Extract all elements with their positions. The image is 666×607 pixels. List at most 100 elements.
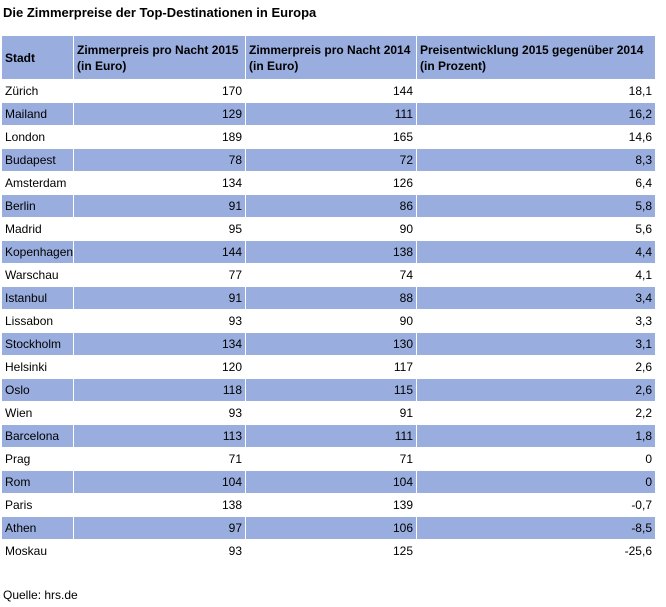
cell-price-2014: 125 bbox=[245, 539, 417, 563]
cell-city: Wien bbox=[1, 401, 74, 425]
cell-city: Amsterdam bbox=[1, 171, 74, 195]
cell-price-2014: 72 bbox=[245, 148, 417, 172]
cell-price-2015: 91 bbox=[73, 286, 246, 310]
cell-price-2015: 93 bbox=[73, 401, 246, 425]
table-row: Warschau 77 74 4,1 bbox=[1, 263, 656, 287]
cell-price-2014: 130 bbox=[245, 332, 417, 356]
cell-city: Warschau bbox=[1, 263, 74, 287]
column-header-price-2015: Zimmerpreis pro Nacht 2015 (in Euro) bbox=[73, 35, 246, 80]
table-row: Wien 93 91 2,2 bbox=[1, 401, 656, 425]
cell-price-2014: 74 bbox=[245, 263, 417, 287]
cell-price-change: 14,6 bbox=[416, 125, 656, 149]
cell-price-change: 0 bbox=[416, 470, 656, 494]
cell-price-2015: 104 bbox=[73, 470, 246, 494]
cell-price-2015: 189 bbox=[73, 125, 246, 149]
cell-price-change: 0 bbox=[416, 447, 656, 471]
table-row: Istanbul 91 88 3,4 bbox=[1, 286, 656, 310]
cell-city: Paris bbox=[1, 493, 74, 517]
table-row: Budapest 78 72 8,3 bbox=[1, 148, 656, 172]
cell-price-2015: 91 bbox=[73, 194, 246, 218]
cell-price-2014: 86 bbox=[245, 194, 417, 218]
cell-price-2015: 71 bbox=[73, 447, 246, 471]
cell-price-2014: 117 bbox=[245, 355, 417, 379]
cell-price-2014: 111 bbox=[245, 424, 417, 448]
table-row: Prag 71 71 0 bbox=[1, 447, 656, 471]
cell-price-change: -0,7 bbox=[416, 493, 656, 517]
cell-price-2014: 111 bbox=[245, 102, 417, 126]
table-row: Barcelona 113 111 1,8 bbox=[1, 424, 656, 448]
cell-price-2014: 90 bbox=[245, 217, 417, 241]
cell-price-2015: 97 bbox=[73, 516, 246, 540]
column-header-city: Stadt bbox=[1, 35, 74, 80]
cell-price-change: 3,1 bbox=[416, 332, 656, 356]
cell-price-change: 5,6 bbox=[416, 217, 656, 241]
table-row: Zürich 170 144 18,1 bbox=[1, 79, 656, 103]
table-row: Paris 138 139 -0,7 bbox=[1, 493, 656, 517]
cell-price-2015: 113 bbox=[73, 424, 246, 448]
cell-price-2015: 78 bbox=[73, 148, 246, 172]
cell-price-change: 5,8 bbox=[416, 194, 656, 218]
cell-price-2014: 71 bbox=[245, 447, 417, 471]
price-table: Stadt Zimmerpreis pro Nacht 2015 (in Eur… bbox=[1, 35, 656, 563]
cell-price-change: 2,6 bbox=[416, 355, 656, 379]
table-row: Berlin 91 86 5,8 bbox=[1, 194, 656, 218]
column-header-price-2014: Zimmerpreis pro Nacht 2014 (in Euro) bbox=[245, 35, 417, 80]
table-row: Mailand 129 111 16,2 bbox=[1, 102, 656, 126]
cell-price-2014: 138 bbox=[245, 240, 417, 264]
cell-price-2014: 115 bbox=[245, 378, 417, 402]
table-row: Helsinki 120 117 2,6 bbox=[1, 355, 656, 379]
table-row: Amsterdam 134 126 6,4 bbox=[1, 171, 656, 195]
cell-price-change: 16,2 bbox=[416, 102, 656, 126]
table-row: Rom 104 104 0 bbox=[1, 470, 656, 494]
cell-price-2014: 88 bbox=[245, 286, 417, 310]
page-title: Die Zimmerpreise der Top-Destinationen i… bbox=[3, 5, 317, 20]
table-row: Kopenhagen 144 138 4,4 bbox=[1, 240, 656, 264]
cell-price-change: 18,1 bbox=[416, 79, 656, 103]
cell-city: Oslo bbox=[1, 378, 74, 402]
cell-city: Zürich bbox=[1, 79, 74, 103]
cell-price-change: 4,1 bbox=[416, 263, 656, 287]
cell-price-2014: 106 bbox=[245, 516, 417, 540]
cell-price-2015: 129 bbox=[73, 102, 246, 126]
cell-price-2015: 120 bbox=[73, 355, 246, 379]
cell-price-2014: 144 bbox=[245, 79, 417, 103]
cell-city: Istanbul bbox=[1, 286, 74, 310]
cell-price-2015: 134 bbox=[73, 332, 246, 356]
cell-price-2015: 95 bbox=[73, 217, 246, 241]
cell-price-2014: 126 bbox=[245, 171, 417, 195]
cell-price-2015: 77 bbox=[73, 263, 246, 287]
cell-city: Madrid bbox=[1, 217, 74, 241]
table-row: Athen 97 106 -8,5 bbox=[1, 516, 656, 540]
cell-price-change: 2,6 bbox=[416, 378, 656, 402]
cell-price-change: 3,3 bbox=[416, 309, 656, 333]
cell-city: Athen bbox=[1, 516, 74, 540]
table-header-row: Stadt Zimmerpreis pro Nacht 2015 (in Eur… bbox=[1, 35, 656, 80]
source-note: Quelle: hrs.de bbox=[3, 588, 78, 602]
cell-price-2014: 165 bbox=[245, 125, 417, 149]
cell-city: Berlin bbox=[1, 194, 74, 218]
cell-city: Rom bbox=[1, 470, 74, 494]
cell-city: London bbox=[1, 125, 74, 149]
cell-price-change: 6,4 bbox=[416, 171, 656, 195]
cell-price-2015: 144 bbox=[73, 240, 246, 264]
cell-price-2014: 91 bbox=[245, 401, 417, 425]
column-header-price-change: Preisentwicklung 2015 gegenüber 2014 (in… bbox=[416, 35, 656, 80]
cell-price-2015: 93 bbox=[73, 309, 246, 333]
cell-price-change: 8,3 bbox=[416, 148, 656, 172]
cell-city: Helsinki bbox=[1, 355, 74, 379]
cell-price-2014: 104 bbox=[245, 470, 417, 494]
cell-price-change: -8,5 bbox=[416, 516, 656, 540]
table-row: Lissabon 93 90 3,3 bbox=[1, 309, 656, 333]
cell-city: Moskau bbox=[1, 539, 74, 563]
table-row: Madrid 95 90 5,6 bbox=[1, 217, 656, 241]
cell-price-change: 3,4 bbox=[416, 286, 656, 310]
cell-city: Barcelona bbox=[1, 424, 74, 448]
cell-city: Prag bbox=[1, 447, 74, 471]
cell-city: Stockholm bbox=[1, 332, 74, 356]
cell-city: Lissabon bbox=[1, 309, 74, 333]
cell-city: Budapest bbox=[1, 148, 74, 172]
cell-price-2014: 139 bbox=[245, 493, 417, 517]
table-body: Zürich 170 144 18,1 Mailand 129 111 16,2 London 1… bbox=[1, 79, 656, 563]
cell-price-change: 4,4 bbox=[416, 240, 656, 264]
table-row: Oslo 118 115 2,6 bbox=[1, 378, 656, 402]
